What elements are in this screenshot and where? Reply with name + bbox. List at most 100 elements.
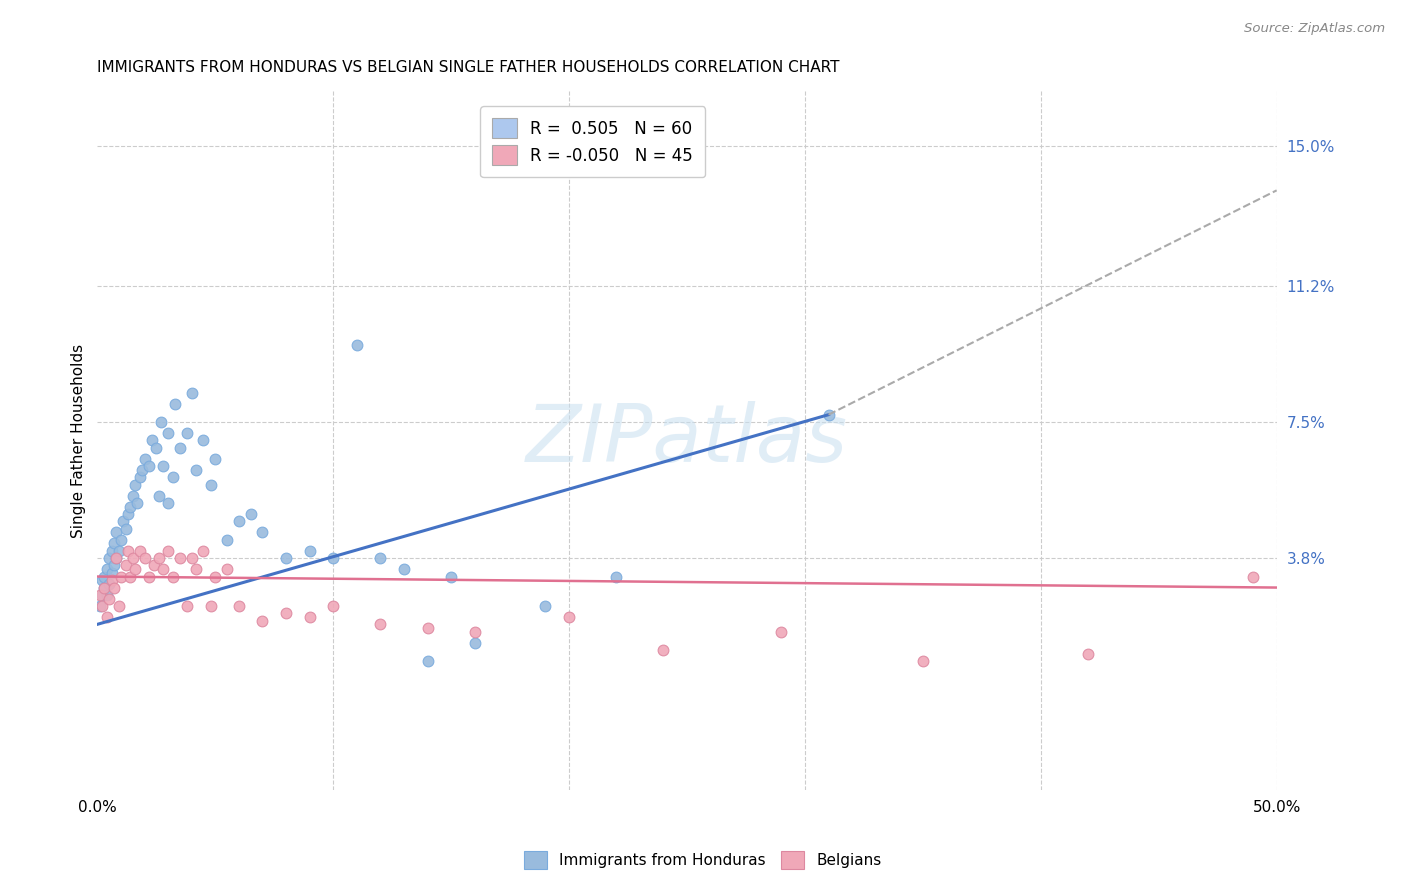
Point bbox=[162, 569, 184, 583]
Point bbox=[100, 543, 122, 558]
Point bbox=[120, 500, 142, 514]
Point bbox=[148, 489, 170, 503]
Point bbox=[464, 624, 486, 639]
Text: Source: ZipAtlas.com: Source: ZipAtlas.com bbox=[1244, 22, 1385, 36]
Point bbox=[298, 610, 321, 624]
Point bbox=[169, 441, 191, 455]
Point bbox=[239, 507, 262, 521]
Point bbox=[100, 566, 122, 580]
Point bbox=[141, 434, 163, 448]
Point bbox=[121, 489, 143, 503]
Text: IMMIGRANTS FROM HONDURAS VS BELGIAN SINGLE FATHER HOUSEHOLDS CORRELATION CHART: IMMIGRANTS FROM HONDURAS VS BELGIAN SING… bbox=[97, 60, 839, 75]
Point bbox=[186, 562, 208, 576]
Legend: R =  0.505   N = 60, R = -0.050   N = 45: R = 0.505 N = 60, R = -0.050 N = 45 bbox=[481, 106, 704, 177]
Point bbox=[157, 426, 180, 441]
Text: ZIPatlas: ZIPatlas bbox=[526, 401, 848, 479]
Point bbox=[200, 599, 222, 613]
Point bbox=[117, 543, 139, 558]
Point bbox=[298, 543, 321, 558]
Point bbox=[128, 543, 150, 558]
Point bbox=[131, 463, 153, 477]
Point bbox=[105, 551, 128, 566]
Point bbox=[152, 459, 174, 474]
Point bbox=[121, 551, 143, 566]
Point bbox=[138, 459, 160, 474]
Point bbox=[416, 621, 439, 635]
Point bbox=[558, 610, 581, 624]
Point bbox=[117, 507, 139, 521]
Point bbox=[107, 543, 129, 558]
Point bbox=[370, 617, 392, 632]
Point bbox=[114, 558, 136, 573]
Point bbox=[228, 514, 250, 528]
Point bbox=[186, 463, 208, 477]
Point bbox=[157, 543, 180, 558]
Point bbox=[96, 562, 118, 576]
Point bbox=[169, 551, 191, 566]
Point bbox=[98, 591, 121, 606]
Point bbox=[228, 599, 250, 613]
Point bbox=[105, 525, 128, 540]
Point bbox=[103, 536, 125, 550]
Point bbox=[534, 599, 557, 613]
Point bbox=[193, 543, 215, 558]
Point bbox=[252, 525, 274, 540]
Point bbox=[98, 577, 121, 591]
Point bbox=[107, 599, 129, 613]
Point bbox=[464, 636, 486, 650]
Point bbox=[93, 581, 115, 595]
Point bbox=[91, 599, 114, 613]
Point bbox=[217, 562, 239, 576]
Point bbox=[252, 614, 274, 628]
Point bbox=[96, 610, 118, 624]
Point bbox=[150, 415, 173, 429]
Point bbox=[162, 470, 184, 484]
Point bbox=[98, 551, 121, 566]
Point bbox=[128, 470, 150, 484]
Point bbox=[274, 551, 297, 566]
Point bbox=[110, 569, 132, 583]
Point bbox=[165, 397, 187, 411]
Point bbox=[322, 599, 344, 613]
Point bbox=[200, 477, 222, 491]
Point bbox=[143, 558, 166, 573]
Point bbox=[91, 588, 114, 602]
Point bbox=[103, 558, 125, 573]
Y-axis label: Single Father Households: Single Father Households bbox=[72, 343, 86, 538]
Point bbox=[180, 385, 202, 400]
Point bbox=[114, 522, 136, 536]
Point bbox=[911, 654, 934, 668]
Point bbox=[274, 607, 297, 621]
Point bbox=[605, 569, 627, 583]
Point bbox=[416, 654, 439, 668]
Point bbox=[152, 562, 174, 576]
Point bbox=[652, 643, 675, 657]
Point bbox=[100, 573, 122, 587]
Point bbox=[204, 569, 226, 583]
Point bbox=[392, 562, 415, 576]
Point bbox=[124, 562, 146, 576]
Point bbox=[817, 408, 839, 422]
Point bbox=[138, 569, 160, 583]
Point bbox=[180, 551, 202, 566]
Point bbox=[127, 496, 149, 510]
Point bbox=[105, 551, 128, 566]
Point bbox=[103, 581, 125, 595]
Point bbox=[145, 441, 167, 455]
Point bbox=[204, 451, 226, 466]
Point bbox=[124, 477, 146, 491]
Point bbox=[176, 426, 198, 441]
Point bbox=[134, 451, 156, 466]
Point bbox=[112, 514, 135, 528]
Point bbox=[89, 588, 111, 602]
Point bbox=[770, 624, 793, 639]
Legend: Immigrants from Honduras, Belgians: Immigrants from Honduras, Belgians bbox=[519, 845, 887, 875]
Point bbox=[93, 581, 115, 595]
Point bbox=[346, 338, 368, 352]
Point bbox=[217, 533, 239, 547]
Point bbox=[148, 551, 170, 566]
Point bbox=[322, 551, 344, 566]
Point bbox=[91, 573, 114, 587]
Point bbox=[176, 599, 198, 613]
Point bbox=[370, 551, 392, 566]
